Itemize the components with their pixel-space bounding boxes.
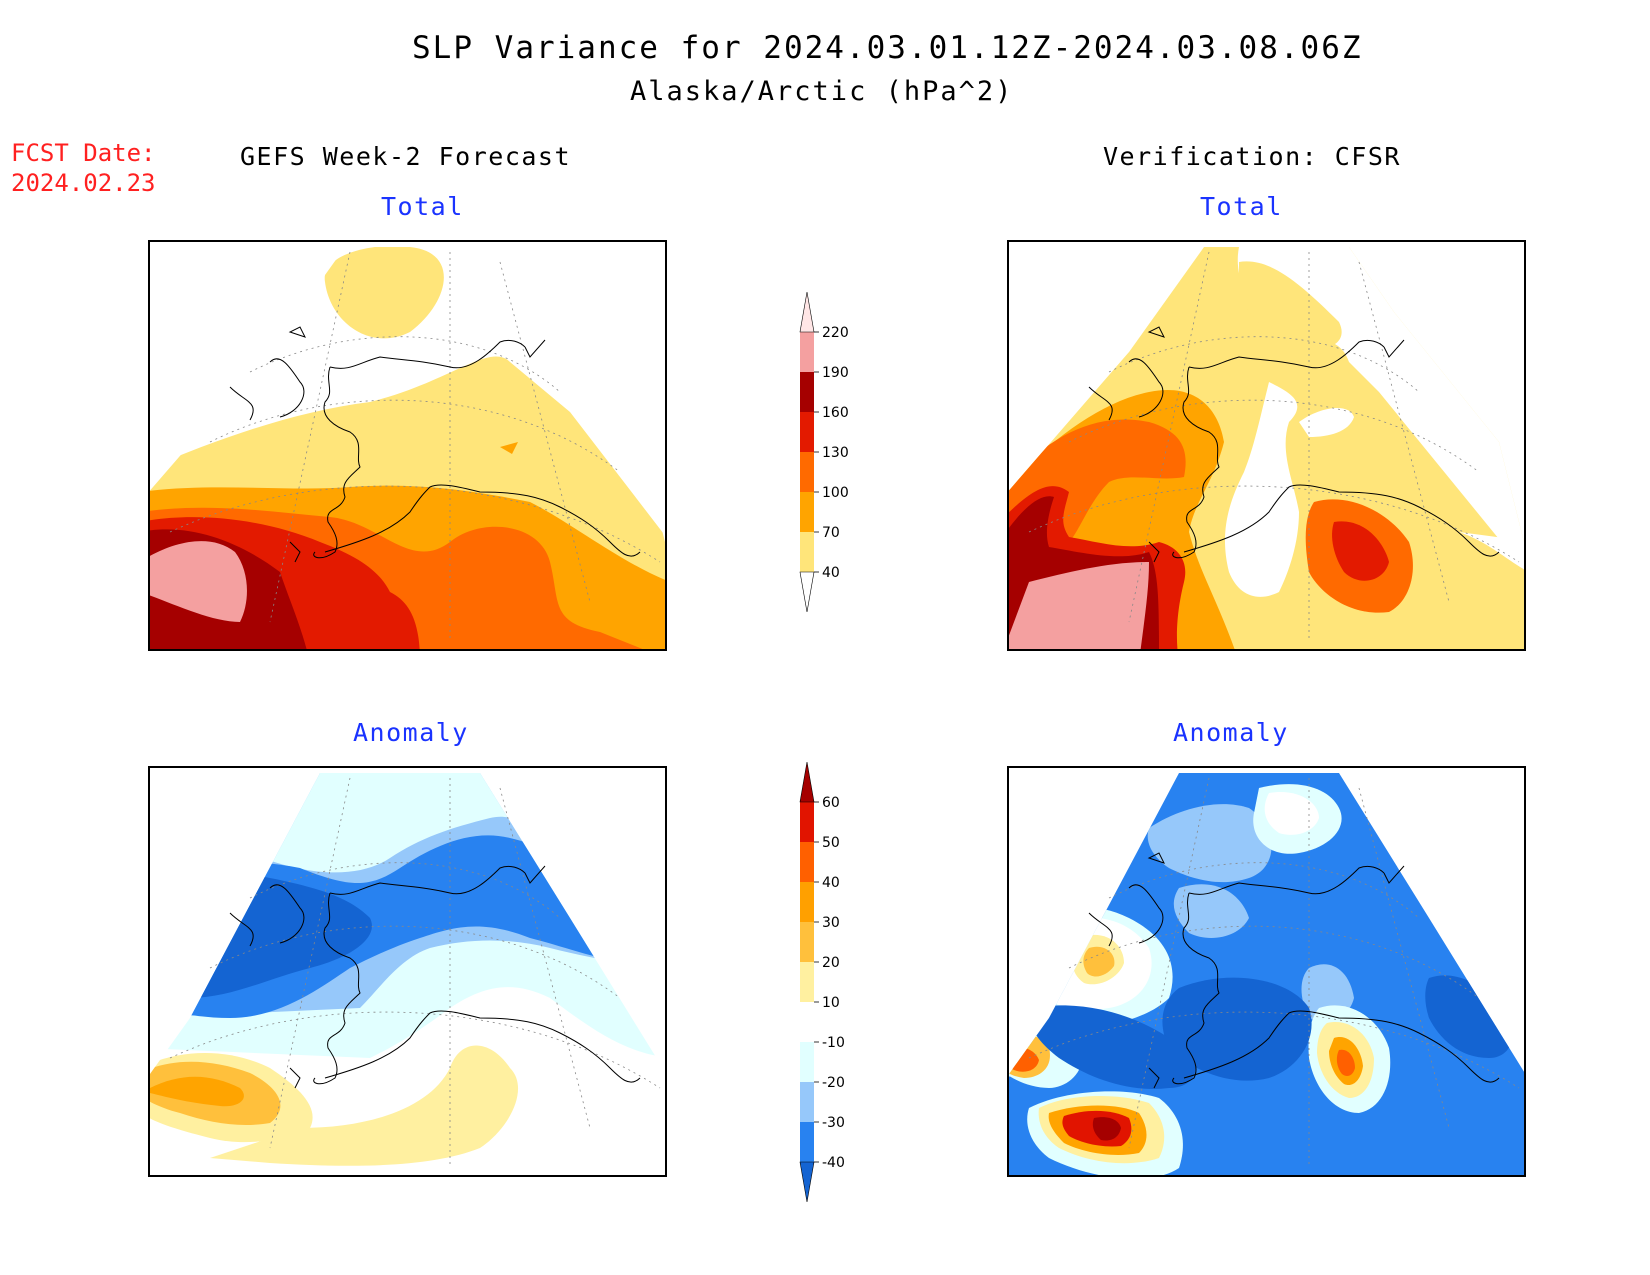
map-cfsr-total: [1007, 240, 1526, 651]
anomaly-colorbar-swatch: [800, 1082, 814, 1122]
anomaly-colorbar-label: -10: [822, 1035, 845, 1051]
total-colorbar-label: 40: [822, 565, 840, 581]
anomaly-colorbar-label: 20: [822, 955, 840, 971]
column-title-verification: Verification: CFSR: [1103, 142, 1401, 171]
total-colorbar-label: 130: [822, 445, 849, 461]
anomaly-colorbar-swatch: [800, 1002, 814, 1042]
anomaly-colorbar-high-arrow: [799, 761, 815, 803]
total-colorbar-label: 100: [822, 485, 849, 501]
anomaly-colorbar-swatch: [800, 922, 814, 962]
map-gefs-anomaly: [148, 766, 667, 1177]
anomaly-colorbar-label: 60: [822, 795, 840, 811]
total-colorbar-swatch: [800, 332, 814, 372]
panel-title-gefs-total: Total: [381, 192, 464, 221]
map-cfsr-anomaly: [1007, 766, 1526, 1177]
total-colorbar-swatch: [800, 452, 814, 492]
column-title-forecast: GEFS Week-2 Forecast: [240, 142, 572, 171]
anomaly-colorbar-swatch: [800, 802, 814, 842]
anomaly-colorbar-label: 10: [822, 995, 840, 1011]
total-colorbar-label: 190: [822, 365, 849, 381]
panel-title-cfsr-total: Total: [1200, 192, 1283, 221]
anomaly-colorbar-swatch: [800, 962, 814, 1002]
colorbar-total: 40 70 100 130 160 190 220: [799, 291, 849, 612]
colorbar-anomaly: -40 -30 -20 -10 10 20 30 40 50 60: [799, 761, 845, 1202]
total-colorbar-swatch: [800, 412, 814, 452]
panel-title-cfsr-anomaly: Anomaly: [1173, 718, 1289, 747]
map-gefs-total: [148, 240, 667, 651]
main-subtitle: Alaska/Arctic (hPa^2): [630, 76, 1014, 107]
anomaly-colorbar-label: 30: [822, 915, 840, 931]
total-colorbar-low-arrow: [799, 571, 815, 612]
total-colorbar-swatch: [800, 372, 814, 412]
anomaly-colorbar-swatch: [800, 1122, 814, 1162]
total-colorbar-label: 160: [822, 405, 849, 421]
anomaly-colorbar-low-arrow: [799, 1161, 815, 1202]
main-title: SLP Variance for 2024.03.01.12Z-2024.03.…: [412, 30, 1363, 66]
anomaly-colorbar-label: -20: [822, 1075, 845, 1091]
total-colorbar-swatch: [800, 492, 814, 532]
anomaly-colorbar-swatch: [800, 1042, 814, 1082]
anomaly-colorbar-swatch: [800, 882, 814, 922]
anomaly-colorbar-label: -30: [822, 1115, 845, 1131]
fcst-date-value: 2024.02.23: [11, 169, 156, 197]
fcst-date-label: FCST Date:: [11, 139, 156, 167]
anomaly-colorbar-label: 40: [822, 875, 840, 891]
anomaly-colorbar-swatch: [800, 842, 814, 882]
total-colorbar-swatch: [800, 532, 814, 572]
total-colorbar-label: 70: [822, 525, 840, 541]
total-colorbar-label: 220: [822, 325, 849, 341]
panel-title-gefs-anomaly: Anomaly: [353, 718, 469, 747]
anomaly-colorbar-label: 50: [822, 835, 840, 851]
anomaly-colorbar-label: -40: [822, 1155, 845, 1171]
total-colorbar-high-arrow: [799, 291, 815, 333]
